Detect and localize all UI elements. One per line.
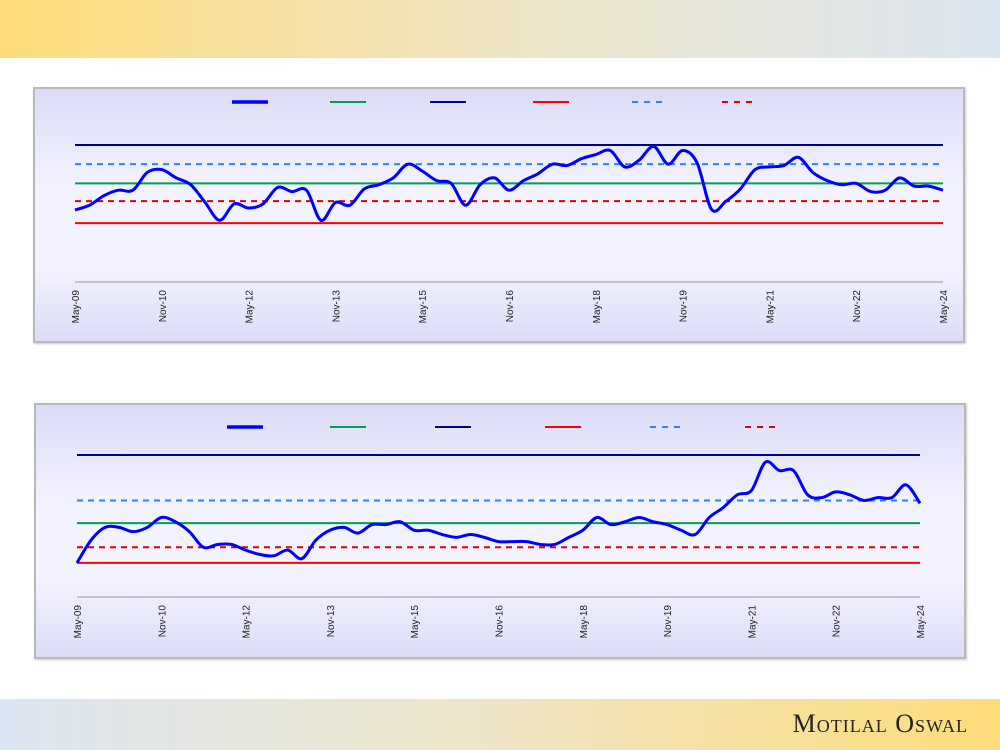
x-tick-label: Nov-19 bbox=[663, 605, 674, 638]
x-tick-label: May-12 bbox=[245, 290, 256, 324]
x-tick-label: Nov-10 bbox=[157, 605, 168, 638]
x-tick-label: May-15 bbox=[418, 290, 429, 324]
x-tick-label: May-09 bbox=[71, 290, 82, 324]
x-tick-label: May-18 bbox=[579, 605, 590, 639]
x-tick-label: May-24 bbox=[916, 605, 927, 639]
x-tick-label: Nov-19 bbox=[679, 290, 690, 323]
chart-1: May-09 Nov-10 May-12 Nov-13 May-15 Nov-16 May-… bbox=[71, 100, 950, 324]
x-tick-label: May-21 bbox=[765, 290, 776, 324]
chart-2: May-09 Nov-10 May-12 Nov-13 May-15 Nov-16 May-… bbox=[73, 425, 927, 639]
brand-logo: Motilal Oswal bbox=[792, 709, 968, 738]
x-tick-label: Nov-16 bbox=[505, 290, 516, 323]
x-tick-label: May-24 bbox=[939, 290, 950, 324]
x-tick-label: Nov-16 bbox=[495, 605, 506, 638]
footer-band: Motilal Oswal bbox=[0, 699, 1000, 750]
x-tick-label: May-09 bbox=[73, 605, 84, 639]
chart-panel-1 bbox=[33, 87, 965, 343]
header-band bbox=[0, 0, 1000, 58]
x-tick-label: May-18 bbox=[592, 290, 603, 324]
series-line bbox=[74, 144, 944, 222]
x-tick-label: Nov-13 bbox=[331, 290, 342, 323]
x-tick-label: Nov-13 bbox=[326, 605, 337, 638]
series-line bbox=[75, 459, 922, 564]
x-tick-label: May-12 bbox=[242, 605, 253, 639]
x-tick-label: May-15 bbox=[410, 605, 421, 639]
x-tick-label: Nov-22 bbox=[852, 290, 863, 323]
x-tick-label: Nov-10 bbox=[158, 290, 169, 323]
x-tick-label: May-21 bbox=[747, 605, 758, 639]
x-tick-label: Nov-22 bbox=[832, 605, 843, 638]
